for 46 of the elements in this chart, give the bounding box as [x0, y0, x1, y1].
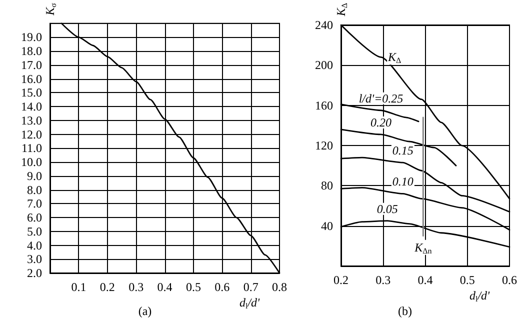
- y-tick-label: 16.0: [21, 72, 42, 86]
- x-tick-label: 0.2: [100, 280, 115, 294]
- x-tick-label: 0.5: [186, 280, 201, 294]
- y-axis-title: Kσ: [43, 2, 58, 16]
- y-tick-label: 3.0: [27, 252, 42, 266]
- y-tick-label: 6.0: [27, 210, 42, 225]
- y-tick-label: 15.0: [21, 86, 42, 100]
- y-tick-label: 5.0: [27, 224, 42, 238]
- y-tick-label: 13.0: [21, 113, 42, 128]
- y-tick-label: 10.0: [21, 155, 42, 170]
- text: (a): [138, 304, 152, 318]
- x-tick-label: 0.2: [334, 273, 348, 287]
- y-tick-label: 19.0: [21, 30, 42, 44]
- series-label: l/d'=0.25: [358, 91, 404, 106]
- y-tick-label: 17.0: [21, 58, 42, 72]
- y-tick-label: 2.0: [27, 266, 42, 280]
- y-tick-label: 40: [321, 218, 333, 233]
- x-tick-label: 0.7: [243, 280, 258, 294]
- text: (b): [398, 304, 412, 318]
- x-tick-label: 0.6: [502, 273, 517, 287]
- x-tick-label: 0.4: [418, 273, 433, 287]
- y-tick-label: 8.0: [27, 182, 42, 197]
- y-tick-label: 80: [321, 178, 333, 193]
- x-tick-label: 0.6: [214, 280, 230, 294]
- y-tick-label: 11.0: [21, 141, 42, 156]
- x-tick-label: 0.4: [157, 280, 172, 294]
- y-tick-label: 9.0: [27, 168, 42, 183]
- series-label: 0.15: [392, 144, 414, 158]
- series-label: 0.10: [392, 174, 414, 189]
- y-axis-title: KΔ: [334, 2, 349, 18]
- y-tick-label: 7.0: [27, 196, 42, 211]
- x-tick-label: 0.5: [460, 273, 475, 287]
- y-tick-label: 4.0: [27, 238, 42, 252]
- y-tick-label: 12.0: [21, 127, 42, 142]
- x-tick-label: 0.8: [272, 280, 287, 294]
- series-label: 0.05: [376, 202, 398, 216]
- series-label: 0.20: [370, 115, 392, 130]
- y-tick-label: 120: [315, 138, 333, 153]
- x-tick-label: 0.1: [71, 280, 86, 294]
- y-tick-label: 14.0: [21, 100, 42, 114]
- y-tick-label: 240: [315, 18, 333, 32]
- x-tick-label: 0.3: [128, 280, 144, 294]
- y-tick-label: 18.0: [21, 44, 42, 58]
- x-tick-label: 0.3: [376, 273, 391, 287]
- y-tick-label: 160: [315, 98, 333, 112]
- y-tick-label: 200: [315, 58, 333, 72]
